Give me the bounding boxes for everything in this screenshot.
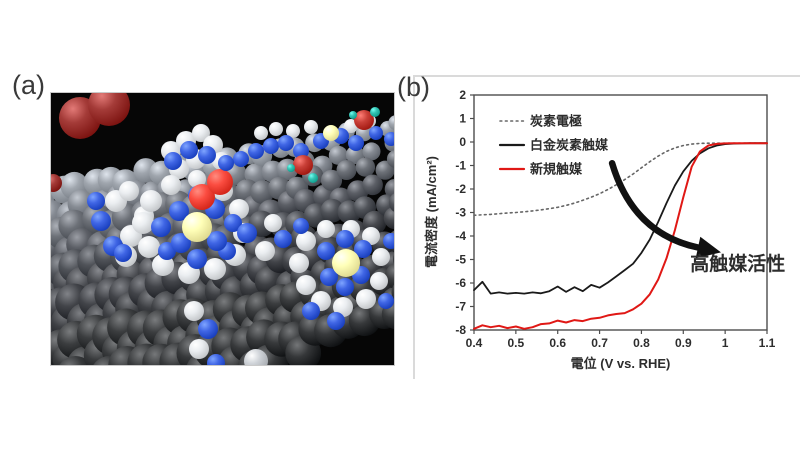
molecule-image	[50, 92, 395, 366]
y-tick-label: -6	[455, 276, 466, 290]
y-tick-label: -2	[455, 182, 466, 196]
y-axis-label: 電流密度 (mA/cm²)	[424, 156, 439, 268]
x-tick-label: 1.1	[759, 336, 776, 350]
trend-arrowhead	[695, 236, 721, 259]
x-tick-label: 0.5	[508, 336, 525, 350]
trend-arrow	[608, 159, 702, 251]
legend-label: 新規触媒	[530, 162, 583, 177]
series-solid	[473, 142, 768, 330]
y-tick-label: -7	[455, 300, 466, 314]
y-tick-label: 0	[459, 135, 466, 149]
x-tick-label: 0.9	[675, 336, 692, 350]
orr-polarization-chart: 0.4 0.5 0.6 0.7 0.8 0.9 1 1.1 2 1 0 -1 -2 -3 -4 -5 -6 -7 -…	[424, 88, 785, 371]
y-tick-label: -8	[455, 323, 466, 337]
y-tick-label: 2	[459, 88, 466, 102]
y-tick-label: -4	[455, 229, 466, 243]
y-tick-label: -3	[455, 206, 466, 220]
x-tick-label: 0.6	[549, 336, 566, 350]
x-tick-label: 0.8	[633, 336, 650, 350]
x-axis-label: 電位 (V vs. RHE)	[571, 356, 671, 371]
y-tick-label: -5	[455, 253, 466, 267]
x-tick-label: 0.7	[591, 336, 608, 350]
catalyst-atoms	[51, 93, 394, 365]
y-tick-label: 1	[459, 112, 466, 126]
legend-label: 白金炭素触媒	[530, 138, 609, 153]
legend-label: 炭素電極	[530, 114, 582, 129]
panel-a-label: (a)	[12, 70, 45, 100]
y-tick-label: -1	[455, 159, 466, 173]
annotation-high-activity: 高触媒活性	[690, 252, 785, 275]
x-tick-label: 0.4	[466, 336, 483, 350]
series-solid	[473, 142, 768, 295]
panel-b-label: (b)	[397, 72, 430, 102]
x-tick-label: 1	[722, 336, 729, 350]
axis-ticks: 0.4 0.5 0.6 0.7 0.8 0.9 1 1.1 2 1 0 -1 -2 -3 -4 -5 -6 -7 -…	[455, 88, 775, 350]
